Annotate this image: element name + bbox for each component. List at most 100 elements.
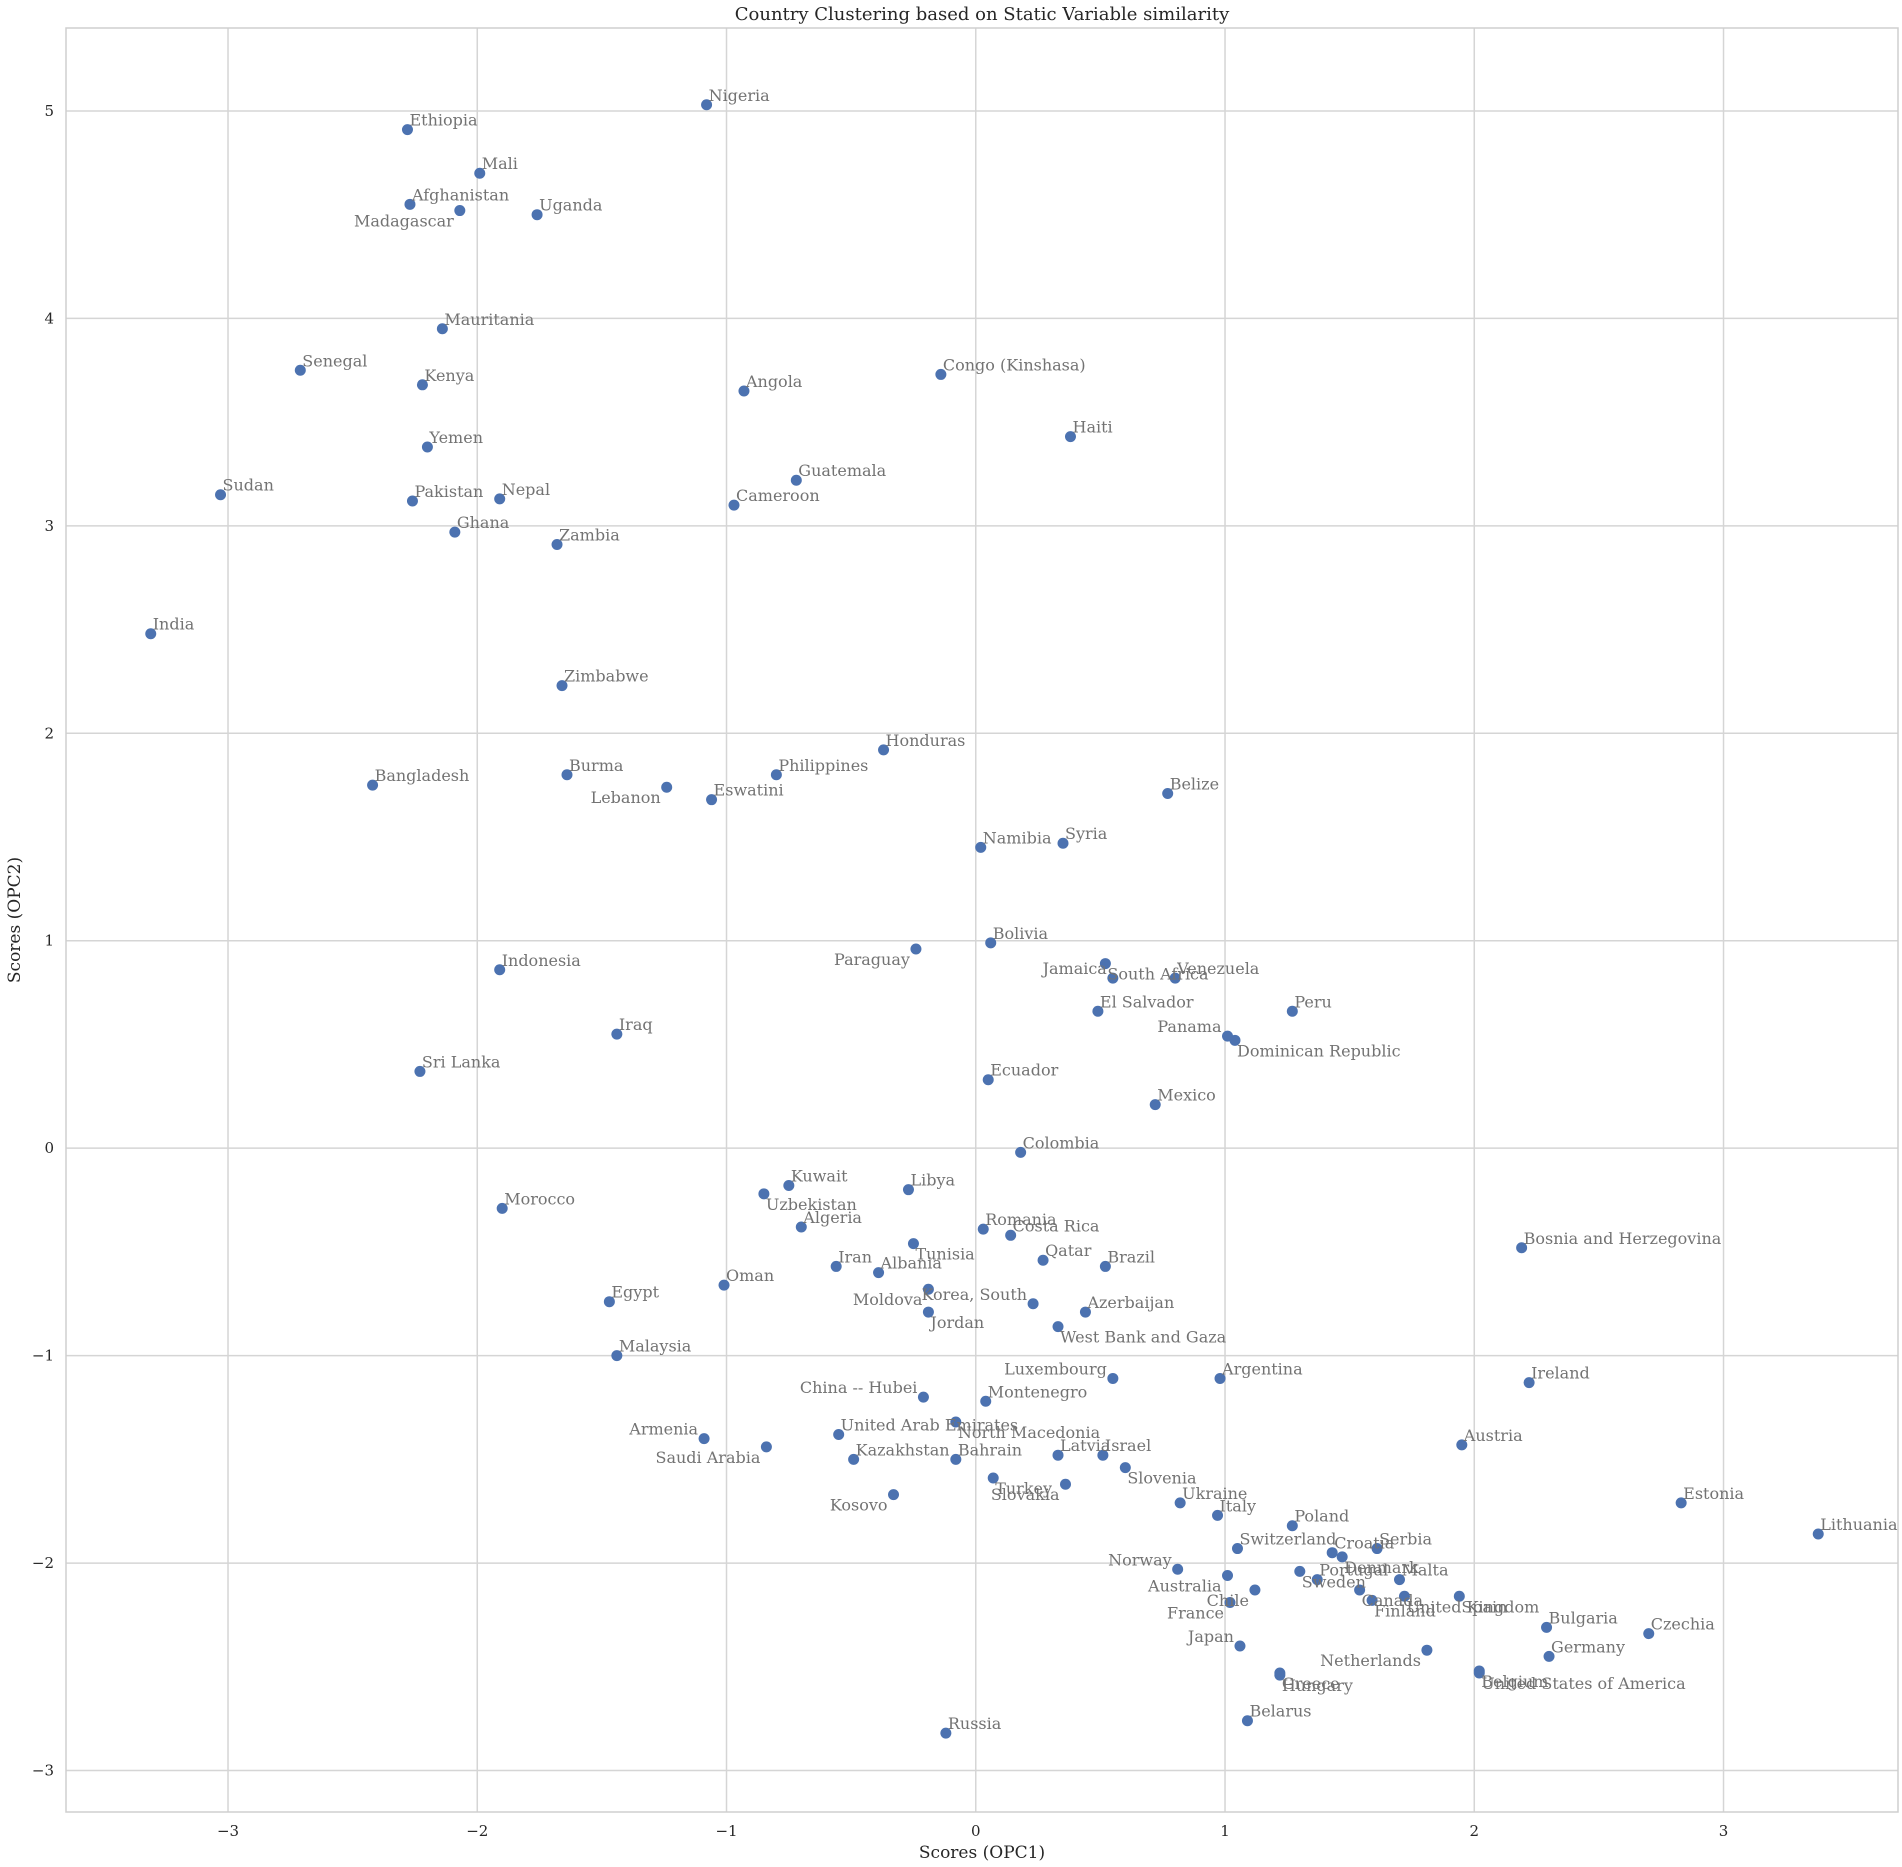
data-point-label: Romania	[985, 1210, 1057, 1229]
data-point	[987, 1472, 999, 1484]
data-point	[1174, 1497, 1186, 1509]
y-tick-label: 0	[44, 1139, 54, 1157]
data-point-label: Austria	[1463, 1426, 1523, 1445]
data-point-label: Turkey	[995, 1479, 1052, 1498]
data-point-label: Portugal	[1319, 1561, 1388, 1580]
data-point-label: Denmark	[1344, 1558, 1419, 1577]
data-point	[449, 526, 461, 538]
data-point-label: China -- Hubei	[800, 1378, 918, 1397]
data-point-label: Mali	[482, 154, 518, 173]
data-point	[1015, 1146, 1027, 1158]
data-point-label: Azerbaijan	[1086, 1293, 1174, 1312]
data-point	[950, 1453, 962, 1465]
data-point-label: Senegal	[302, 351, 367, 370]
data-point-label: Bangladesh	[375, 766, 470, 785]
data-point-label: Malaysia	[619, 1337, 692, 1356]
data-point-label: Korea, South	[921, 1285, 1027, 1304]
data-point-label: Bosnia and Herzegovina	[1524, 1229, 1722, 1248]
data-point	[1398, 1590, 1410, 1602]
data-point	[1294, 1565, 1306, 1577]
y-gridlines	[66, 110, 1898, 1772]
data-point	[294, 364, 306, 376]
data-point	[1311, 1574, 1323, 1586]
data-point	[1057, 837, 1069, 849]
data-point-label: Belize	[1170, 774, 1219, 793]
data-point	[1473, 1667, 1485, 1679]
data-point	[1249, 1584, 1261, 1596]
data-point	[795, 1221, 807, 1233]
data-point	[1052, 1449, 1064, 1461]
data-point	[1354, 1584, 1366, 1596]
data-point	[701, 99, 713, 111]
y-axis-label: Scores (OPC2)	[5, 857, 25, 983]
data-point-label: Ghana	[457, 513, 510, 532]
x-tick-label: 0	[971, 1822, 981, 1840]
data-point	[1005, 1229, 1017, 1241]
data-point	[215, 489, 227, 501]
data-point	[1119, 1462, 1131, 1474]
data-point-label: Costa Rica	[1013, 1216, 1100, 1235]
data-point-label: Libya	[910, 1171, 955, 1190]
data-point	[1172, 1563, 1184, 1575]
data-point-label: Ukraine	[1182, 1484, 1247, 1503]
data-point	[975, 841, 987, 853]
data-point-label: Madagascar	[354, 212, 454, 231]
data-point	[1643, 1628, 1655, 1640]
x-tick-labels: −3 −2 −1 0 1 2 3	[217, 1822, 1728, 1840]
data-point	[494, 493, 506, 505]
data-point-label: Luxembourg	[1004, 1359, 1107, 1378]
data-point	[1214, 1372, 1226, 1384]
data-point-label: Greece	[1282, 1674, 1340, 1693]
y-tick-label: 1	[44, 932, 54, 950]
x-tick-label: −1	[715, 1822, 737, 1840]
data-point	[1059, 1478, 1071, 1490]
data-point-label: Zambia	[559, 526, 620, 545]
data-point-labels: Nigeria Ethiopia Mali Afghanistan Madagascar…	[153, 86, 1898, 1733]
x-tick-label: 2	[1469, 1822, 1479, 1840]
data-point	[790, 474, 802, 486]
data-point-label: Switzerland	[1239, 1530, 1336, 1549]
data-point	[950, 1416, 962, 1428]
data-point	[1092, 1005, 1104, 1017]
data-point-label: Uganda	[539, 196, 603, 215]
data-point	[1366, 1594, 1378, 1606]
data-point	[551, 539, 563, 551]
data-point	[414, 1065, 426, 1077]
data-point-label: Mauritania	[444, 310, 534, 329]
data-point	[738, 385, 750, 397]
data-point-label: Namibia	[983, 828, 1052, 847]
data-point-label: Guatemala	[798, 461, 886, 480]
data-point-label: Pakistan	[414, 482, 483, 501]
data-point-label: Colombia	[1023, 1133, 1100, 1152]
data-point-label: Jamaica	[1041, 959, 1108, 978]
data-point	[454, 205, 466, 217]
data-point	[603, 1296, 615, 1308]
data-point-label: Kenya	[424, 366, 474, 385]
data-point-label: France	[1167, 1603, 1224, 1622]
data-point-label: Czechia	[1651, 1615, 1716, 1634]
x-tick-label: −2	[466, 1822, 488, 1840]
data-point	[1286, 1005, 1298, 1017]
data-point-label: Italy	[1220, 1496, 1256, 1515]
data-point-label: Yemen	[428, 428, 483, 447]
data-point	[1229, 1034, 1241, 1046]
data-point	[940, 1727, 952, 1739]
x-tick-label: −3	[217, 1822, 239, 1840]
y-tick-label: −2	[32, 1554, 54, 1572]
data-point-label: United Arab Emirates	[841, 1415, 1018, 1434]
data-point	[1224, 1596, 1236, 1608]
data-point	[401, 124, 413, 136]
data-point	[1371, 1543, 1383, 1555]
data-point-label: Bahrain	[958, 1440, 1022, 1459]
data-point	[367, 779, 379, 791]
data-point	[1241, 1715, 1253, 1727]
data-point-label: Philippines	[778, 756, 868, 775]
data-point	[1107, 1372, 1119, 1384]
data-point-label: Poland	[1294, 1507, 1349, 1526]
data-point	[611, 1028, 623, 1040]
data-point-label: Saudi Arabia	[656, 1448, 761, 1467]
data-point-label: Eswatini	[714, 781, 784, 800]
data-point	[1234, 1640, 1246, 1652]
data-point-label: United States of America	[1481, 1674, 1686, 1693]
data-point-label: Oman	[726, 1266, 774, 1285]
